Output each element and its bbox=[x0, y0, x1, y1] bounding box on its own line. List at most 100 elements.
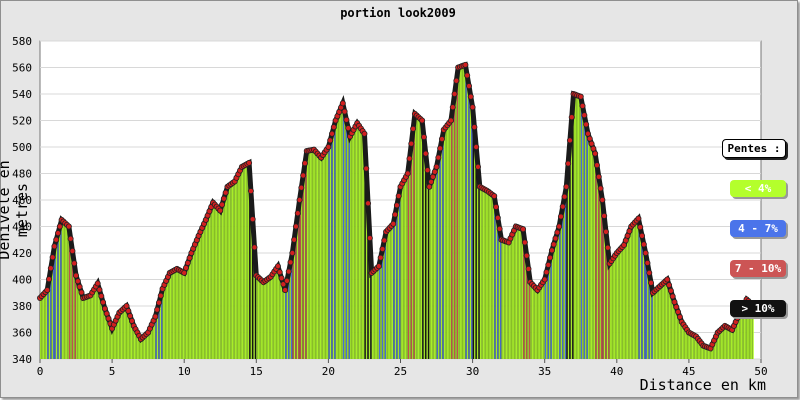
elevation-point bbox=[47, 265, 54, 272]
slope-segment bbox=[554, 236, 557, 359]
elevation-point bbox=[523, 252, 530, 259]
slope-segment bbox=[423, 133, 426, 359]
slope-segment bbox=[488, 191, 490, 359]
slope-segment bbox=[670, 288, 672, 359]
slope-segment bbox=[671, 293, 674, 359]
slope-segment bbox=[693, 334, 695, 359]
slope-segment bbox=[577, 95, 580, 359]
slope-segment bbox=[388, 227, 391, 359]
y-tick-label: 340 bbox=[12, 353, 32, 366]
slope-segment bbox=[512, 229, 515, 359]
slope-segment bbox=[321, 155, 323, 359]
slope-segment bbox=[419, 117, 421, 359]
slope-segment bbox=[471, 98, 473, 360]
slope-segment bbox=[452, 99, 454, 360]
slope-segment bbox=[482, 188, 485, 359]
slope-segment bbox=[146, 332, 149, 359]
slope-segment bbox=[602, 200, 604, 359]
slope-segment bbox=[574, 94, 577, 359]
elevation-point bbox=[557, 213, 564, 220]
slope-segment bbox=[288, 267, 290, 359]
slope-segment bbox=[626, 233, 629, 359]
slope-segment bbox=[487, 190, 489, 359]
elevation-point bbox=[469, 104, 476, 111]
slope-segment bbox=[189, 253, 192, 359]
slope-segment bbox=[502, 240, 505, 359]
slope-segment bbox=[387, 228, 389, 359]
slope-segment bbox=[538, 285, 541, 359]
slope-segment bbox=[520, 228, 522, 359]
elevation-point bbox=[51, 243, 58, 250]
slope-segment bbox=[65, 223, 68, 359]
legend-item: > 10% bbox=[730, 300, 786, 317]
elevation-point bbox=[451, 91, 458, 98]
legend-item: 4 - 7% bbox=[730, 220, 786, 237]
slope-segment bbox=[665, 279, 668, 359]
slope-segment bbox=[185, 264, 188, 359]
slope-segment bbox=[238, 169, 241, 359]
elevation-point bbox=[325, 143, 332, 150]
slope-segment bbox=[566, 168, 568, 359]
elevation-point bbox=[181, 269, 188, 276]
y-tick-label: 400 bbox=[12, 274, 32, 287]
y-tick-label: 440 bbox=[12, 221, 32, 234]
slope-segment bbox=[680, 317, 682, 359]
elevation-point bbox=[292, 223, 299, 230]
slope-segment bbox=[285, 282, 287, 359]
y-tick-label: 520 bbox=[12, 115, 32, 128]
x-tick-label: 20 bbox=[322, 365, 335, 378]
slope-segment bbox=[661, 283, 663, 359]
slope-segment bbox=[475, 139, 477, 359]
slope-segment bbox=[564, 186, 567, 359]
elevation-point bbox=[296, 196, 303, 203]
slope-segment bbox=[145, 333, 147, 359]
slope-segment bbox=[352, 128, 355, 359]
slope-segment bbox=[233, 181, 235, 359]
slope-segment bbox=[60, 219, 62, 359]
elevation-point bbox=[339, 100, 346, 107]
elevation-point bbox=[186, 254, 193, 261]
slope-segment bbox=[114, 318, 117, 359]
slope-segment bbox=[262, 280, 264, 359]
slope-segment bbox=[515, 226, 518, 359]
slope-segment bbox=[547, 262, 550, 359]
slope-segment bbox=[355, 123, 358, 360]
slope-segment bbox=[657, 287, 659, 359]
slope-segment bbox=[280, 275, 283, 359]
slope-segment bbox=[644, 246, 646, 359]
elevation-point bbox=[428, 178, 435, 185]
x-tick-label: 50 bbox=[754, 365, 767, 378]
slope-segment bbox=[151, 322, 153, 359]
slope-segment bbox=[740, 308, 743, 359]
elevation-point bbox=[601, 212, 608, 219]
slope-segment bbox=[363, 131, 365, 359]
x-axis-label: Distance en km bbox=[639, 376, 766, 394]
slope-segment bbox=[736, 317, 738, 359]
slope-segment bbox=[187, 260, 189, 359]
elevation-point bbox=[375, 263, 382, 270]
elevation-point bbox=[581, 112, 588, 119]
slope-segment bbox=[492, 194, 495, 359]
x-tick-label: 0 bbox=[37, 365, 44, 378]
slope-segment bbox=[254, 253, 257, 359]
slope-segment bbox=[126, 306, 128, 359]
slope-segment bbox=[727, 327, 730, 359]
slope-segment bbox=[681, 321, 684, 359]
elevation-point bbox=[592, 150, 599, 157]
slope-segment bbox=[750, 303, 753, 359]
slope-segment bbox=[331, 131, 333, 359]
elevation-point bbox=[154, 306, 161, 313]
slope-segment bbox=[541, 281, 544, 359]
y-tick-label: 480 bbox=[12, 168, 32, 181]
y-tick-label: 580 bbox=[12, 35, 32, 48]
elevation-point bbox=[565, 160, 572, 167]
slope-segment bbox=[244, 164, 247, 359]
slope-segment bbox=[425, 147, 427, 359]
slope-segment bbox=[440, 137, 443, 359]
slope-segment bbox=[616, 251, 619, 359]
slope-segment bbox=[412, 125, 414, 359]
slope-segment bbox=[449, 120, 451, 359]
elevation-point bbox=[345, 125, 352, 132]
elevation-point bbox=[426, 183, 433, 190]
